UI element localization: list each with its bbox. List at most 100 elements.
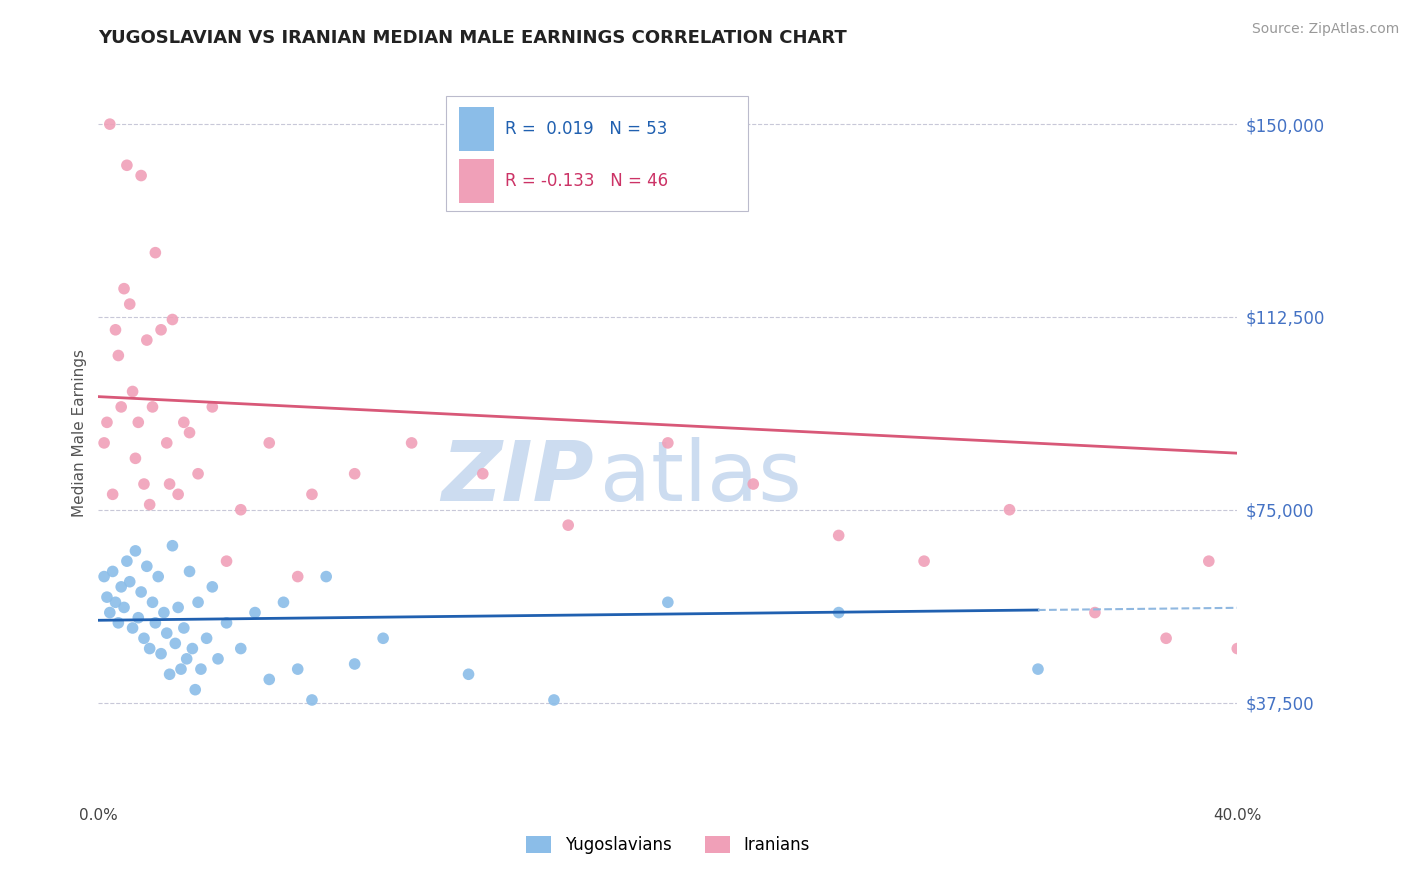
Point bbox=[101, 487, 124, 501]
Point bbox=[148, 569, 170, 583]
Point bbox=[145, 245, 167, 260]
Point bbox=[287, 569, 309, 583]
Point bbox=[132, 632, 155, 646]
Point bbox=[343, 467, 366, 481]
Point bbox=[207, 652, 229, 666]
Legend: Yugoslavians, Iranians: Yugoslavians, Iranians bbox=[520, 830, 815, 861]
Point bbox=[98, 117, 121, 131]
Point bbox=[110, 580, 132, 594]
Point bbox=[259, 673, 281, 687]
Point bbox=[118, 574, 141, 589]
Point bbox=[343, 657, 366, 671]
Point bbox=[127, 610, 149, 624]
Point bbox=[828, 528, 851, 542]
Point bbox=[173, 415, 195, 429]
Text: Source: ZipAtlas.com: Source: ZipAtlas.com bbox=[1251, 22, 1399, 37]
Point bbox=[98, 606, 121, 620]
Point bbox=[170, 662, 193, 676]
Text: YUGOSLAVIAN VS IRANIAN MEDIAN MALE EARNINGS CORRELATION CHART: YUGOSLAVIAN VS IRANIAN MEDIAN MALE EARNI… bbox=[98, 29, 848, 47]
Point bbox=[165, 636, 187, 650]
Point bbox=[127, 415, 149, 429]
Text: R = -0.133   N = 46: R = -0.133 N = 46 bbox=[505, 172, 668, 190]
Point bbox=[104, 323, 127, 337]
Point bbox=[129, 585, 152, 599]
Point bbox=[96, 590, 118, 604]
Point bbox=[287, 662, 309, 676]
Point bbox=[107, 349, 129, 363]
Point bbox=[259, 436, 281, 450]
Point bbox=[93, 569, 115, 583]
Point bbox=[141, 595, 163, 609]
Point bbox=[132, 477, 155, 491]
Point bbox=[315, 569, 337, 583]
Point bbox=[96, 415, 118, 429]
Point bbox=[190, 662, 212, 676]
Y-axis label: Median Male Earnings: Median Male Earnings bbox=[72, 349, 87, 516]
Point bbox=[457, 667, 479, 681]
Point bbox=[93, 436, 115, 450]
FancyBboxPatch shape bbox=[460, 107, 494, 152]
Point bbox=[301, 487, 323, 501]
Point bbox=[101, 565, 124, 579]
Point bbox=[129, 169, 152, 183]
Point bbox=[162, 539, 184, 553]
Point bbox=[121, 384, 143, 399]
Point bbox=[179, 425, 201, 440]
Point bbox=[112, 282, 135, 296]
Point bbox=[156, 626, 179, 640]
Point bbox=[184, 682, 207, 697]
Point bbox=[229, 502, 252, 516]
Point bbox=[1226, 641, 1249, 656]
Point bbox=[742, 477, 765, 491]
Point bbox=[998, 502, 1021, 516]
Point bbox=[657, 595, 679, 609]
Point bbox=[543, 693, 565, 707]
Point bbox=[471, 467, 494, 481]
Point bbox=[1026, 662, 1049, 676]
Point bbox=[187, 595, 209, 609]
Point bbox=[156, 436, 179, 450]
Point bbox=[112, 600, 135, 615]
Point bbox=[107, 615, 129, 630]
Point bbox=[153, 606, 176, 620]
Point bbox=[215, 554, 238, 568]
Point bbox=[135, 559, 157, 574]
Point bbox=[167, 487, 190, 501]
Text: R =  0.019   N = 53: R = 0.019 N = 53 bbox=[505, 120, 668, 138]
Point bbox=[301, 693, 323, 707]
FancyBboxPatch shape bbox=[460, 159, 494, 203]
Point bbox=[195, 632, 218, 646]
Point bbox=[1084, 606, 1107, 620]
Point bbox=[141, 400, 163, 414]
Point bbox=[201, 580, 224, 594]
Text: atlas: atlas bbox=[599, 436, 801, 517]
Point bbox=[657, 436, 679, 450]
Point bbox=[145, 615, 167, 630]
Point bbox=[557, 518, 579, 533]
FancyBboxPatch shape bbox=[446, 95, 748, 211]
Point bbox=[138, 498, 160, 512]
Point bbox=[162, 312, 184, 326]
Point bbox=[150, 323, 173, 337]
Point bbox=[173, 621, 195, 635]
Point bbox=[1198, 554, 1220, 568]
Point bbox=[115, 554, 138, 568]
Point bbox=[138, 641, 160, 656]
Point bbox=[1154, 632, 1177, 646]
Point bbox=[115, 158, 138, 172]
Point bbox=[181, 641, 204, 656]
Point bbox=[121, 621, 143, 635]
Point bbox=[104, 595, 127, 609]
Point bbox=[243, 606, 266, 620]
Point bbox=[179, 565, 201, 579]
Point bbox=[150, 647, 173, 661]
Point bbox=[912, 554, 935, 568]
Point bbox=[167, 600, 190, 615]
Point bbox=[273, 595, 295, 609]
Point bbox=[215, 615, 238, 630]
Point bbox=[118, 297, 141, 311]
Point bbox=[229, 641, 252, 656]
Point bbox=[176, 652, 198, 666]
Point bbox=[159, 477, 181, 491]
Point bbox=[201, 400, 224, 414]
